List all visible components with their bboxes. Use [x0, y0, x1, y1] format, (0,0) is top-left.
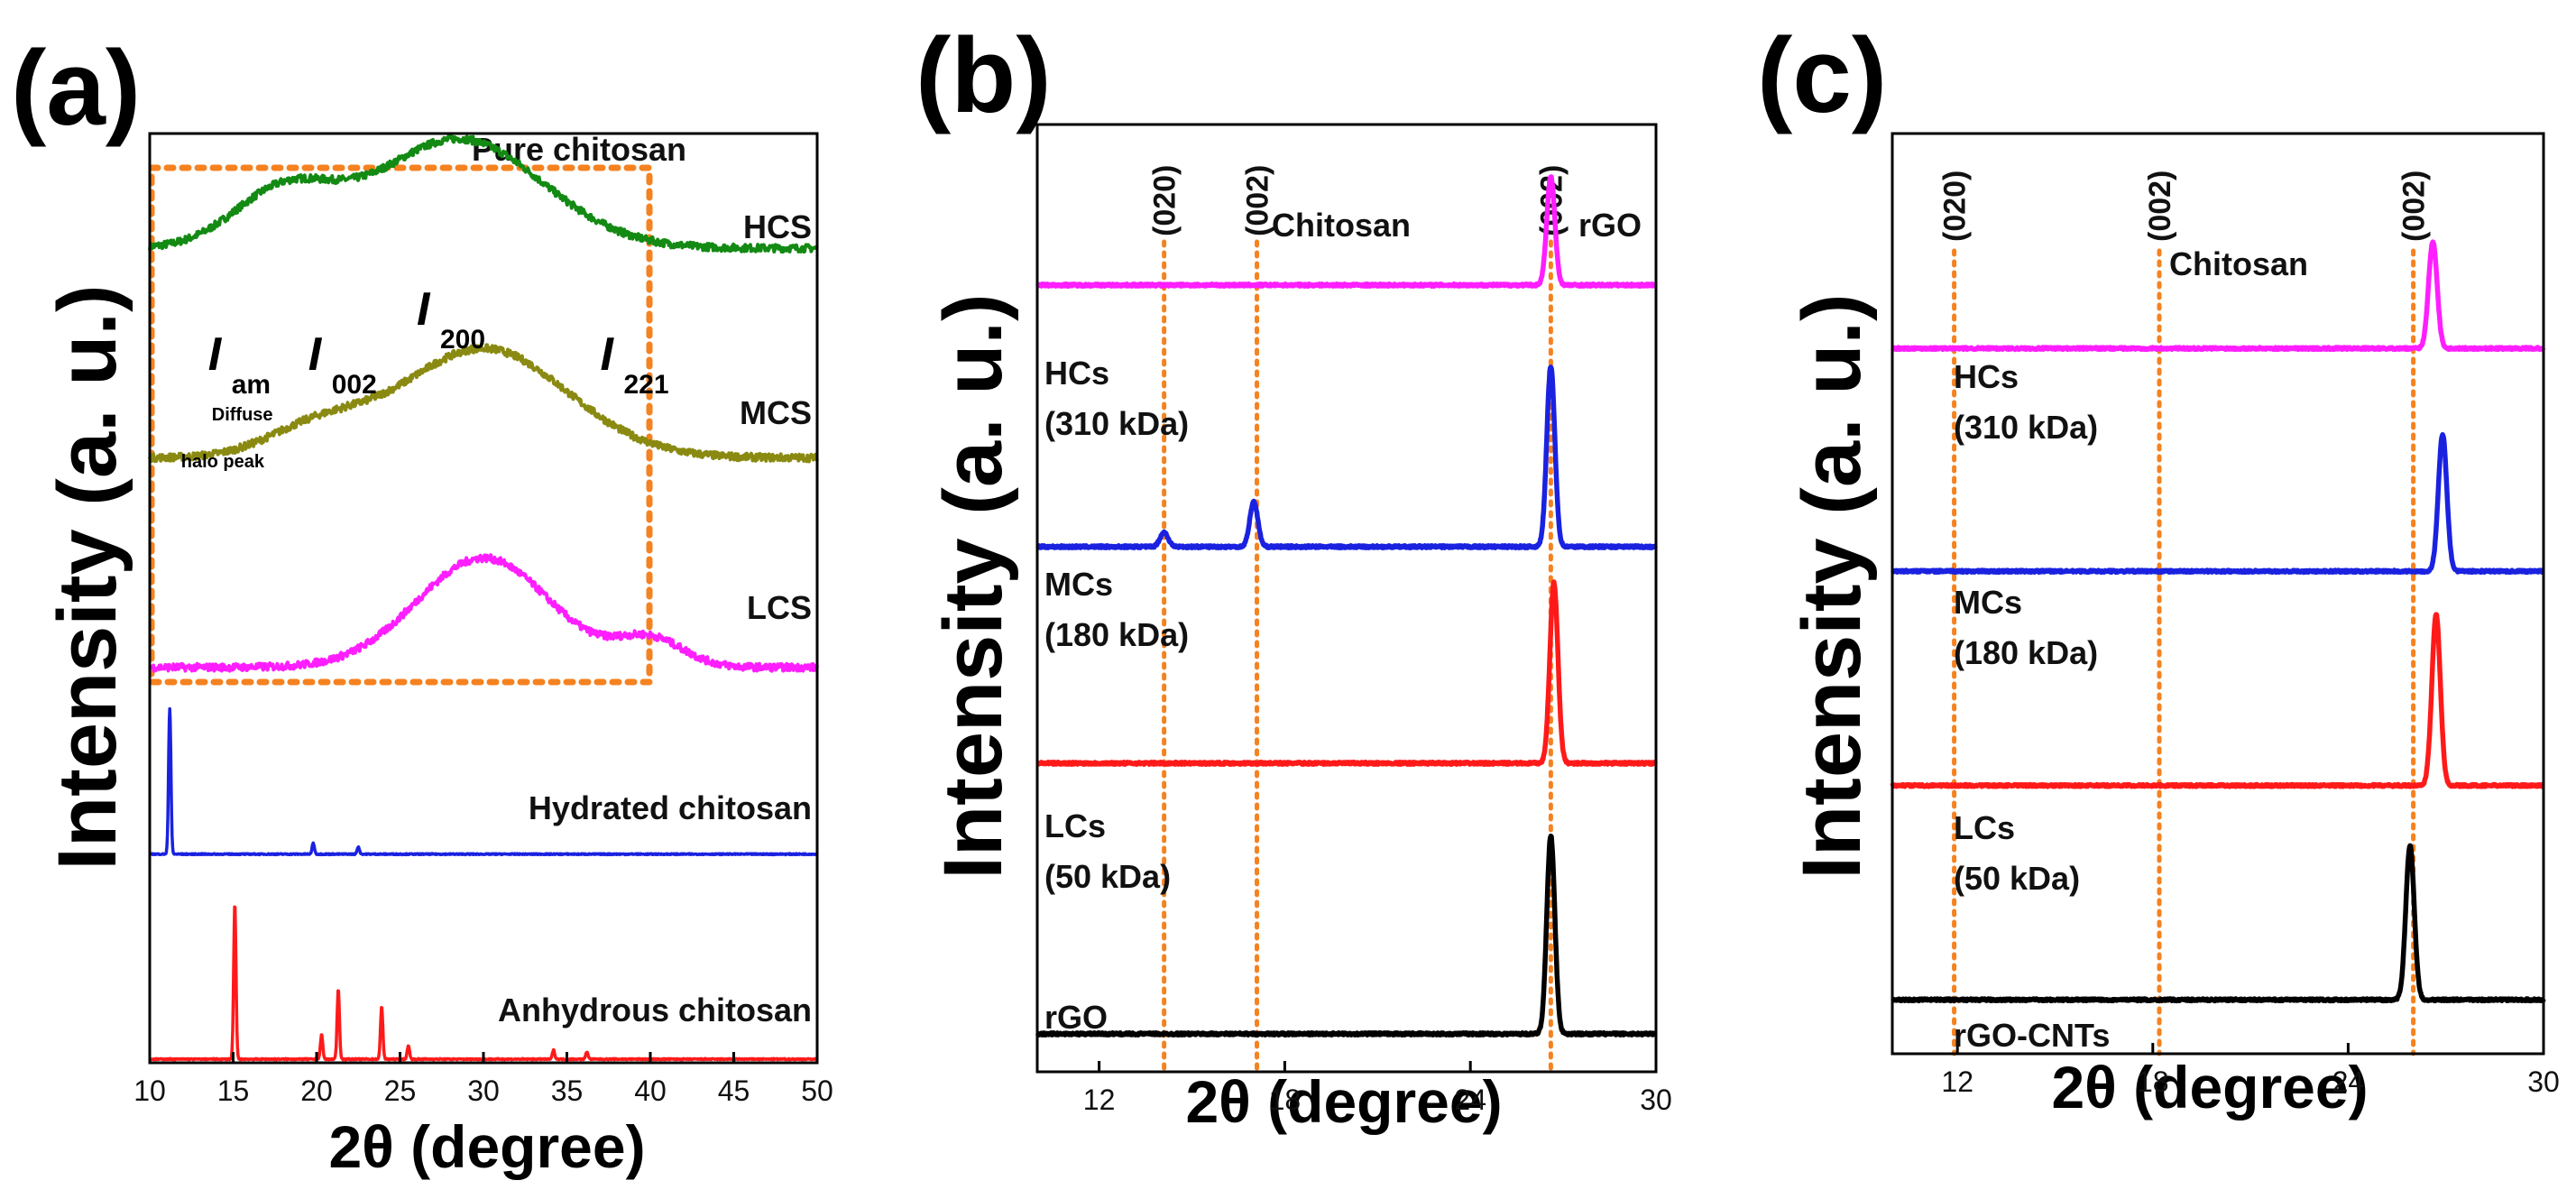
panel-b-label-hcs: HCs	[1044, 355, 1109, 392]
panel-a-series-lcs	[148, 553, 819, 673]
panel-c-group-label-chitosan: Chitosan	[2169, 245, 2308, 282]
panel-a-tick-label-15: 15	[217, 1074, 250, 1107]
panel-c-tick-label-24: 24	[2332, 1065, 2365, 1098]
panel-c-vline-label-1: (002)	[2143, 171, 2177, 242]
panel-a-peak-labels: Iam Diffuse halo peak I 002 I 200 I 221	[181, 283, 669, 472]
panel-b-ylabel: Intensity (a. u.)	[927, 293, 1019, 879]
panel-a-peak-label-200-subscript: 200	[440, 325, 485, 355]
panel-c-tick-label-18: 18	[2137, 1065, 2169, 1098]
panel-b-label-hcs-mw: (310 kDa)	[1044, 405, 1189, 442]
panel-b-label-rgo: rGO	[1044, 999, 1108, 1036]
panel-a-series-anhydrous-chitosan	[148, 905, 819, 1062]
panel-a-peak-label-200: I	[417, 283, 431, 336]
panel-b-series-lcs	[1035, 579, 1659, 767]
panel-c: (c) Intensity (a. u.) 2θ (degree) (020)(…	[1757, 16, 2560, 1121]
panel-a-xlabel: 2θ (degree)	[328, 1113, 645, 1180]
panel-b-reference-lines: (020) (002) (002)	[1148, 165, 1569, 1074]
panel-c-letter: (c)	[1757, 16, 1887, 135]
panel-a-peak-note-diffuse: Diffuse	[212, 405, 273, 425]
panel-b-series-hcs	[1035, 174, 1659, 289]
panel-b-vline-label-1: (002)	[1241, 165, 1275, 236]
panel-a-series-labels: HCS MCS LCS Hydrated chitosan Anhydrous chit…	[498, 208, 812, 1028]
panel-a-label-lcs: LCS	[747, 589, 812, 626]
panel-a-ylabel: Intensity (a. u.)	[41, 284, 133, 870]
panel-c-series-labels: HCs (310 kDa) MCs (180 kDa) LCs (50 kDa) rGO-C…	[1954, 358, 2110, 1054]
panel-a-x-ticks: 10 15 20 25 30 35 40 45 50	[133, 1052, 833, 1107]
panel-a-tick-label-30: 30	[467, 1074, 500, 1107]
panel-c-plot-area	[1890, 239, 2546, 1004]
panel-a-peak-label-002: I	[308, 328, 323, 381]
panel-a-peak-label-am-subscript: am	[232, 370, 271, 400]
panel-a-label-hcs: HCS	[743, 208, 812, 245]
panel-a-tick-label-10: 10	[133, 1074, 166, 1107]
panel-c-reference-lines: (020) (002) (002)	[1938, 171, 2432, 1056]
panel-c-tick-label-30: 30	[2527, 1065, 2560, 1098]
panel-c-label-mcs-mw: (180 kDa)	[1954, 634, 2098, 671]
panel-b-tick-label-12: 12	[1083, 1084, 1116, 1116]
panel-a-peak-label-221-subscript: 221	[624, 370, 669, 400]
panel-c-label-lcs-mw: (50 kDa)	[1954, 860, 2080, 897]
panel-a-label-mcs: MCS	[740, 394, 812, 431]
panel-a-label-anhydrous-chitosan: Anhydrous chitosan	[498, 991, 812, 1028]
panel-b-x-ticks: 12 18 24 30	[1083, 1061, 1672, 1116]
panel-b-tick-label-30: 30	[1640, 1084, 1672, 1116]
panel-b-xlabel: 2θ (degree)	[1185, 1068, 1502, 1135]
panel-b-label-lcs: LCs	[1044, 807, 1106, 844]
panel-a-series-mcs	[148, 343, 819, 464]
panel-a-peak-note-halo: halo peak	[181, 452, 265, 472]
panel-b-label-mcs-mw: (180 kDa)	[1044, 616, 1189, 653]
panel-b-label-lcs-mw: (50 kDa)	[1044, 858, 1171, 895]
panel-a-series-hcs	[148, 134, 819, 254]
panel-b-group-label-chitosan: Chitosan	[1272, 207, 1411, 244]
panel-a: (a) Intensity (a. u.) 2θ (degree) Pure c…	[11, 29, 833, 1180]
panel-c-ylabel: Intensity (a. u.)	[1786, 293, 1878, 879]
panel-a-tick-label-40: 40	[634, 1074, 667, 1107]
panel-a-peak-label-002-subscript: 002	[332, 370, 377, 400]
panel-b: (b) Intensity (a. u.) 2θ (degree) (020) (…	[915, 16, 1672, 1135]
panel-c-label-hcs: HCs	[1954, 358, 2019, 395]
panel-a-tick-label-50: 50	[801, 1074, 833, 1107]
panel-c-xlabel: 2θ (degree)	[2051, 1054, 2368, 1121]
panel-b-series-labels: HCs (310 kDa) MCs (180 kDa) LCs (50 kDa) rGO	[1044, 355, 1189, 1036]
panel-c-series-lcs	[1890, 612, 2546, 789]
panel-a-label-hydrated-chitosan: Hydrated chitosan	[529, 789, 812, 826]
panel-a-frame	[148, 132, 819, 1065]
panel-c-vline-label-0: (020)	[1938, 171, 1973, 242]
panel-b-series-rgo	[1035, 833, 1659, 1038]
panel-a-series-hydrated-chitosan	[148, 706, 819, 857]
panel-c-tick-label-12: 12	[1941, 1065, 1973, 1098]
panel-c-label-hcs-mw: (310 kDa)	[1954, 409, 2098, 446]
panel-b-group-label-rgo: rGO	[1578, 207, 1642, 244]
panel-c-label-mcs: MCs	[1954, 584, 2022, 621]
panel-b-tick-label-18: 18	[1269, 1084, 1302, 1116]
panel-a-peak-label-am: I	[208, 328, 223, 381]
panel-b-letter: (b)	[915, 16, 1052, 135]
panel-c-frame	[1891, 132, 2545, 1056]
panel-b-plot-area	[1035, 174, 1659, 1038]
panel-c-series-hcs	[1890, 239, 2546, 353]
panel-b-vline-label-0: (020)	[1148, 165, 1182, 236]
panel-c-x-ticks: 12 18 24 30	[1941, 1043, 2560, 1098]
panel-a-peak-label-221: I	[601, 328, 615, 381]
panel-b-series-mcs	[1035, 364, 1659, 550]
panel-a-tick-label-20: 20	[300, 1074, 333, 1107]
panel-c-series-rgo-cnts	[1890, 843, 2546, 1004]
panel-c-series-mcs	[1890, 431, 2546, 576]
panel-c-label-rgo-cnts: rGO-CNTs	[1954, 1017, 2110, 1054]
panel-b-label-mcs: MCs	[1044, 566, 1113, 603]
panel-c-label-lcs: LCs	[1954, 809, 2015, 846]
panel-a-box-title: Pure chitosan	[472, 131, 686, 168]
panel-a-letter: (a)	[11, 29, 141, 148]
panel-a-tick-label-35: 35	[551, 1074, 584, 1107]
panel-a-tick-label-45: 45	[718, 1074, 750, 1107]
panel-a-tick-label-25: 25	[384, 1074, 417, 1107]
panel-a-highlight-box	[148, 164, 653, 686]
panel-b-tick-label-24: 24	[1454, 1084, 1486, 1116]
panel-b-frame	[1035, 123, 1658, 1074]
panel-a-plot-area	[148, 134, 819, 1062]
panel-c-vline-label-2: (002)	[2397, 171, 2432, 242]
